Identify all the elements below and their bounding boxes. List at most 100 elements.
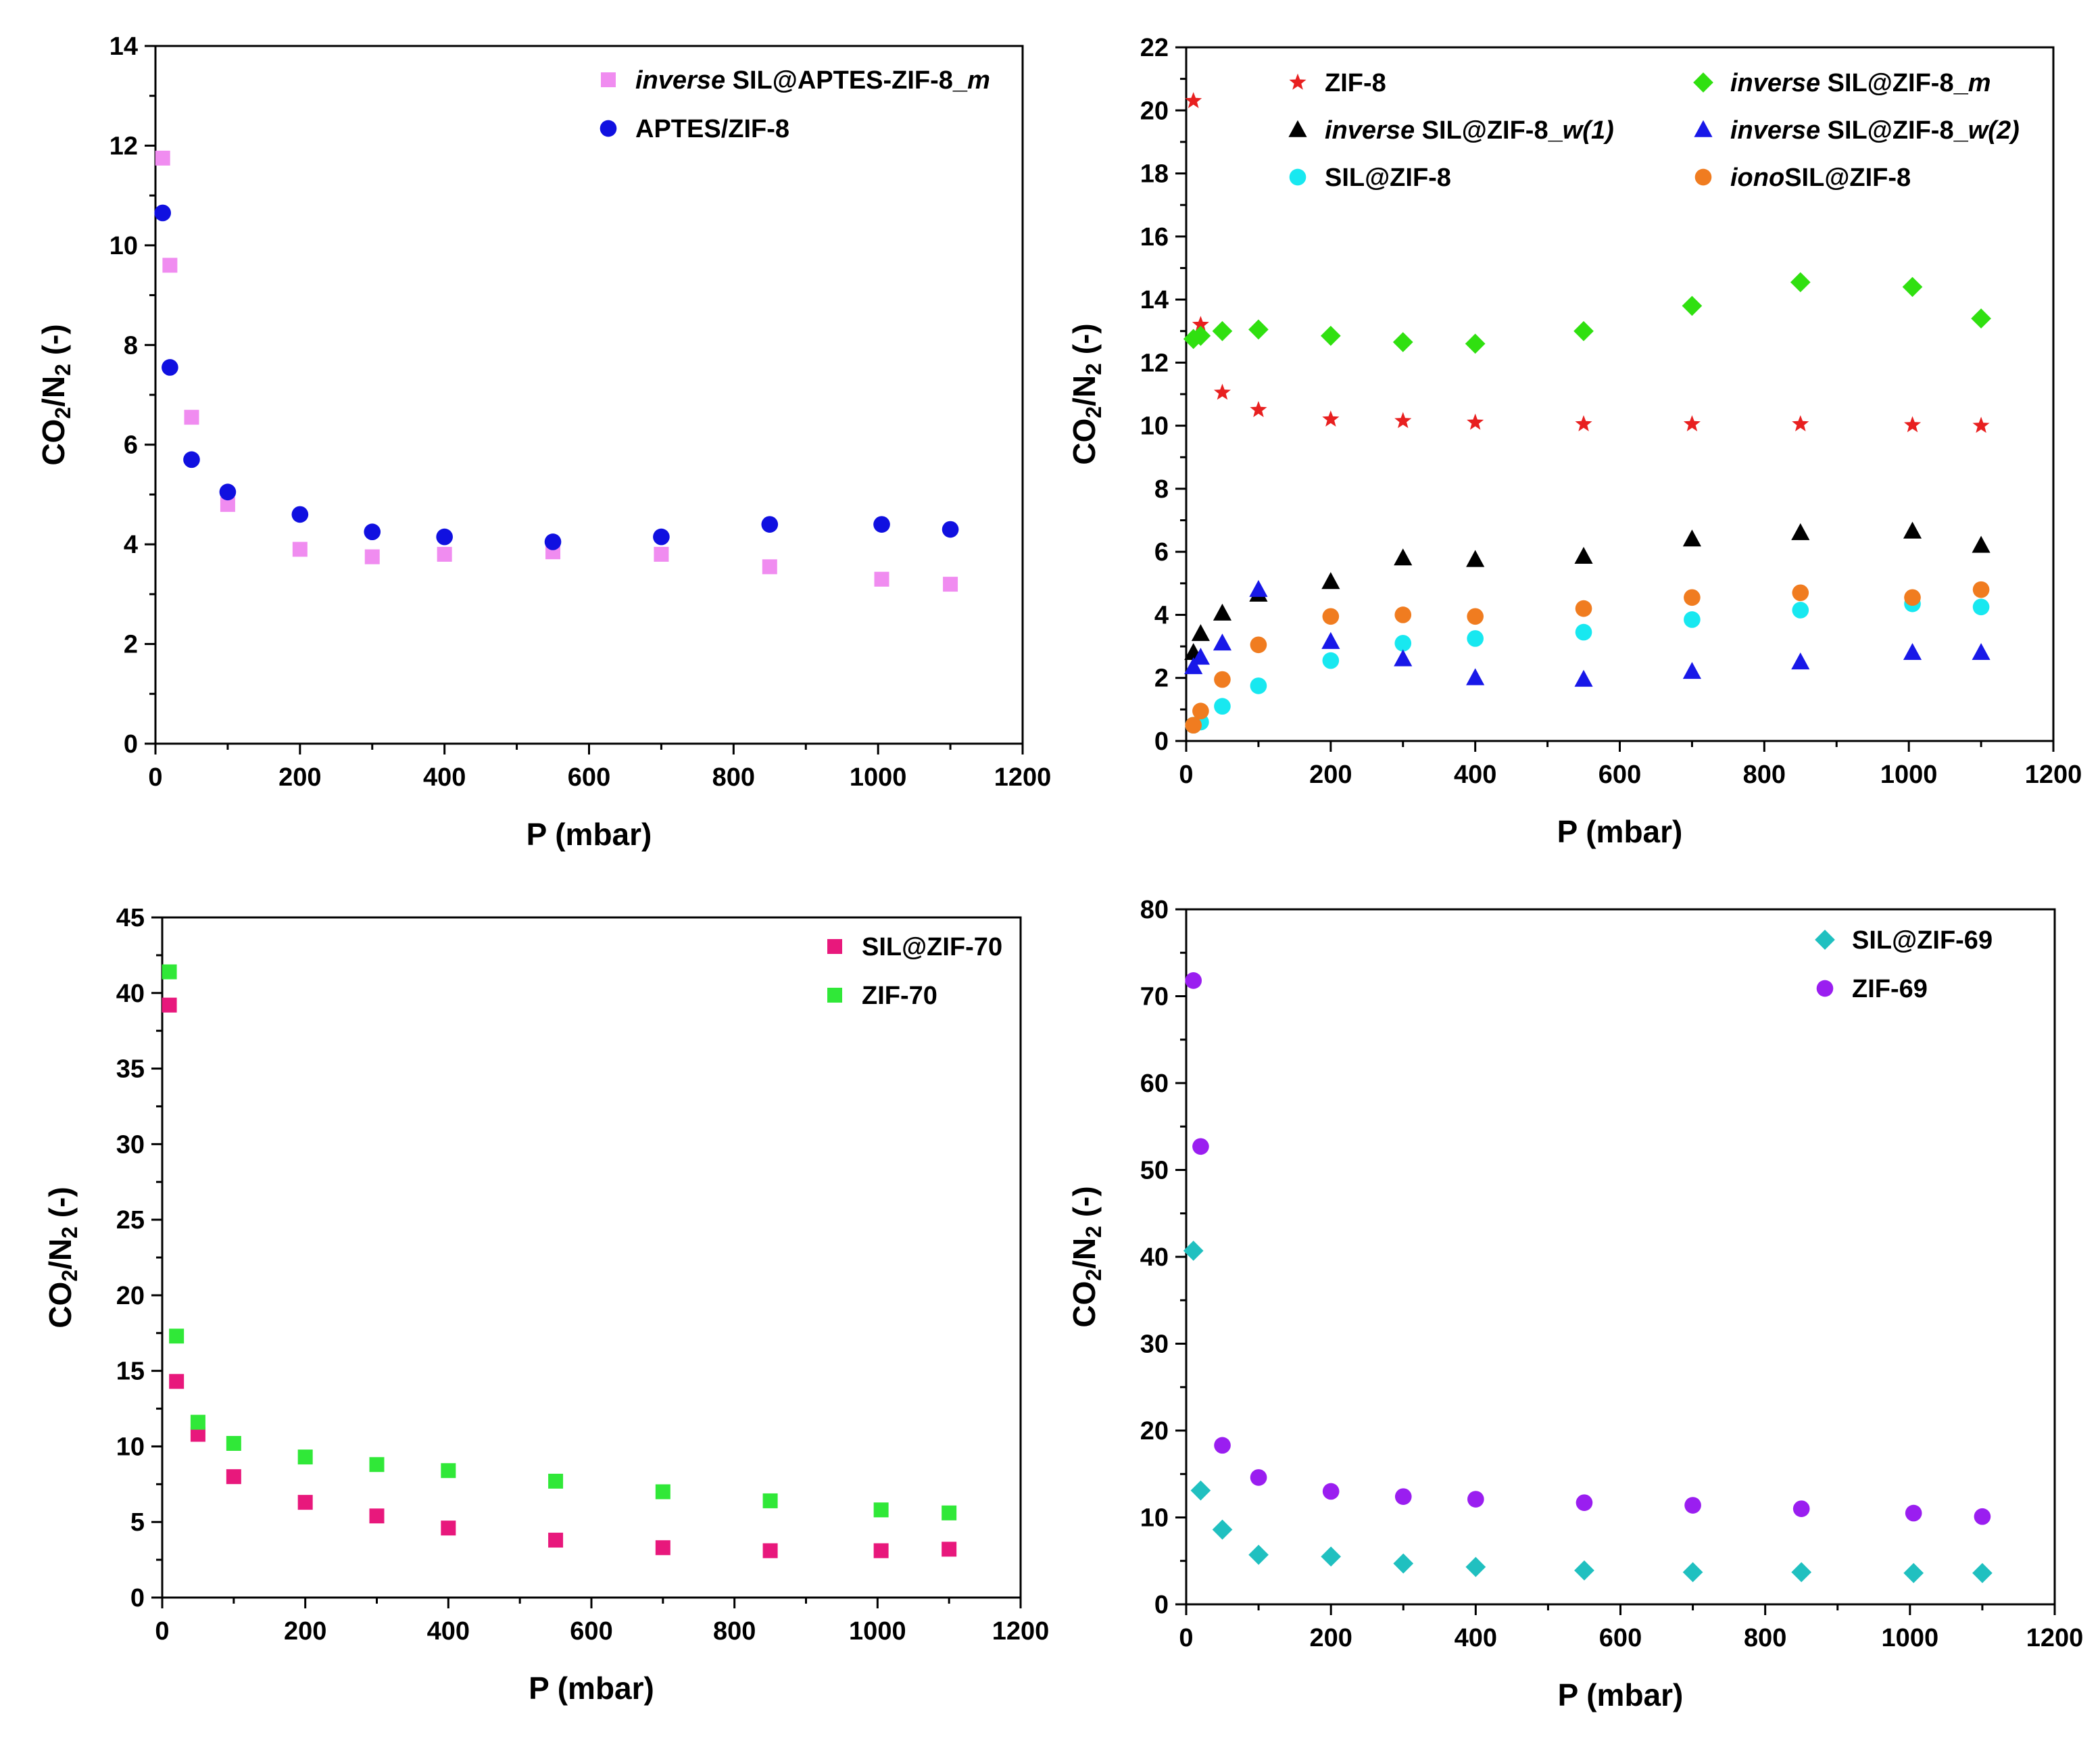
data-point bbox=[1903, 1562, 1924, 1583]
data-point bbox=[1393, 1553, 1414, 1574]
y-tick-label: 0 bbox=[1154, 727, 1169, 756]
data-point bbox=[154, 204, 172, 222]
data-point bbox=[1683, 415, 1701, 431]
data-point bbox=[1394, 635, 1412, 652]
data-point bbox=[1248, 319, 1269, 340]
legend-marker bbox=[1288, 120, 1307, 137]
data-point bbox=[1214, 671, 1231, 688]
data-point bbox=[1321, 572, 1340, 590]
x-tick-label: 800 bbox=[712, 763, 755, 792]
data-point bbox=[1465, 1556, 1486, 1577]
data-point bbox=[226, 1469, 241, 1485]
legend: SIL@ZIF-70 ZIF-70 bbox=[827, 933, 1002, 1010]
y-tick-label: 10 bbox=[1140, 1504, 1169, 1533]
data-point bbox=[1574, 1560, 1594, 1581]
data-point bbox=[1185, 92, 1202, 108]
x-tick-label: 600 bbox=[1598, 761, 1641, 789]
series-2 bbox=[162, 964, 957, 1520]
data-point bbox=[1467, 1491, 1484, 1508]
x-tick-label: 1000 bbox=[1882, 1624, 1939, 1652]
data-point bbox=[1320, 325, 1341, 346]
y-tick-label: 30 bbox=[116, 1130, 145, 1159]
data-point bbox=[219, 483, 237, 501]
chart-panel-3: 0 200 400 600 800 1000 1200 0 5 10 15 20 25 30 35 40 45 P… bbox=[43, 904, 1049, 1706]
data-point bbox=[1191, 648, 1210, 665]
x-tick-label: 200 bbox=[278, 763, 321, 792]
data-point bbox=[1974, 1508, 1991, 1525]
series-1 bbox=[1185, 92, 1990, 433]
data-point bbox=[1250, 636, 1267, 654]
legend-marker bbox=[1815, 930, 1835, 950]
series-2 bbox=[154, 204, 959, 550]
data-point bbox=[1192, 702, 1209, 720]
data-point bbox=[1321, 631, 1340, 649]
y-tick-label: 0 bbox=[130, 1584, 145, 1612]
x-tick-label: 400 bbox=[1454, 761, 1496, 789]
x-tick-label: 1000 bbox=[849, 1617, 906, 1646]
series-5 bbox=[1184, 579, 1991, 687]
y-tick-label: 10 bbox=[1140, 412, 1169, 441]
data-point bbox=[1904, 416, 1922, 433]
x-tick-label: 600 bbox=[1599, 1624, 1642, 1652]
y-tick-label: 4 bbox=[124, 531, 138, 559]
data-point bbox=[1575, 600, 1592, 617]
x-axis-title: P (mbar) bbox=[1558, 1677, 1684, 1712]
data-point bbox=[1903, 521, 1922, 539]
data-point bbox=[437, 546, 452, 562]
data-point bbox=[1902, 277, 1923, 297]
data-point bbox=[1394, 649, 1413, 667]
x-tick-label: 1200 bbox=[992, 1617, 1050, 1646]
data-point bbox=[1394, 412, 1412, 429]
data-point bbox=[1213, 383, 1231, 400]
y-axis-title: CO2/N2 (-) bbox=[43, 1187, 82, 1328]
data-point bbox=[1321, 1546, 1342, 1567]
legend-label: APTES/ZIF-8 bbox=[635, 115, 789, 143]
data-point bbox=[291, 506, 309, 523]
data-point bbox=[1212, 320, 1233, 341]
y-tick-label: 12 bbox=[109, 132, 138, 160]
data-point bbox=[1465, 333, 1486, 354]
y-tick-label: 14 bbox=[109, 32, 138, 61]
x-tick-label: 0 bbox=[1179, 761, 1193, 789]
x-tick-label: 800 bbox=[713, 1617, 756, 1646]
legend-marker bbox=[1289, 168, 1307, 186]
data-point bbox=[873, 1502, 889, 1518]
data-point bbox=[1192, 1138, 1209, 1155]
data-point bbox=[1792, 415, 1809, 431]
data-point bbox=[1682, 529, 1702, 547]
data-point bbox=[226, 1435, 241, 1451]
y-tick-label: 6 bbox=[124, 431, 138, 460]
data-point bbox=[544, 533, 562, 550]
y-tick-label: 45 bbox=[116, 904, 145, 932]
chart-panel-1: 0 200 400 600 800 1000 1200 0 2 4 6 8 10 12 14 P (mbar)… bbox=[36, 32, 1051, 852]
data-point bbox=[1792, 602, 1809, 619]
x-tick-label: 800 bbox=[1744, 1624, 1786, 1652]
y-tick-label: 8 bbox=[124, 331, 138, 360]
plot-frame bbox=[1185, 46, 2055, 742]
data-point bbox=[1190, 325, 1211, 346]
data-point bbox=[183, 451, 200, 469]
data-point bbox=[1904, 589, 1921, 606]
x-tick-label: 200 bbox=[1309, 1624, 1352, 1652]
data-point bbox=[1972, 1562, 1993, 1583]
legend-label: SIL@ZIF-8 bbox=[1325, 164, 1451, 192]
y-axis-title: CO2/N2 (-) bbox=[1067, 323, 1106, 464]
y-tick-label: 70 bbox=[1140, 983, 1169, 1011]
data-point bbox=[942, 1541, 957, 1557]
y-tick-label: 0 bbox=[124, 730, 138, 759]
data-point bbox=[297, 1495, 313, 1510]
data-point bbox=[1684, 611, 1701, 628]
data-point bbox=[1394, 548, 1413, 566]
y-tick-label: 2 bbox=[124, 631, 138, 659]
x-tick-label: 0 bbox=[148, 763, 162, 792]
y-tick-label: 40 bbox=[116, 980, 145, 1008]
data-point bbox=[1573, 320, 1594, 341]
data-point bbox=[873, 516, 890, 533]
legend-marker bbox=[1694, 168, 1712, 186]
data-point bbox=[1467, 630, 1484, 647]
data-point bbox=[1249, 579, 1268, 597]
legend-marker bbox=[1693, 72, 1713, 93]
data-point bbox=[1905, 1504, 1922, 1522]
data-point bbox=[1971, 308, 1991, 329]
x-tick-label: 200 bbox=[284, 1617, 326, 1646]
